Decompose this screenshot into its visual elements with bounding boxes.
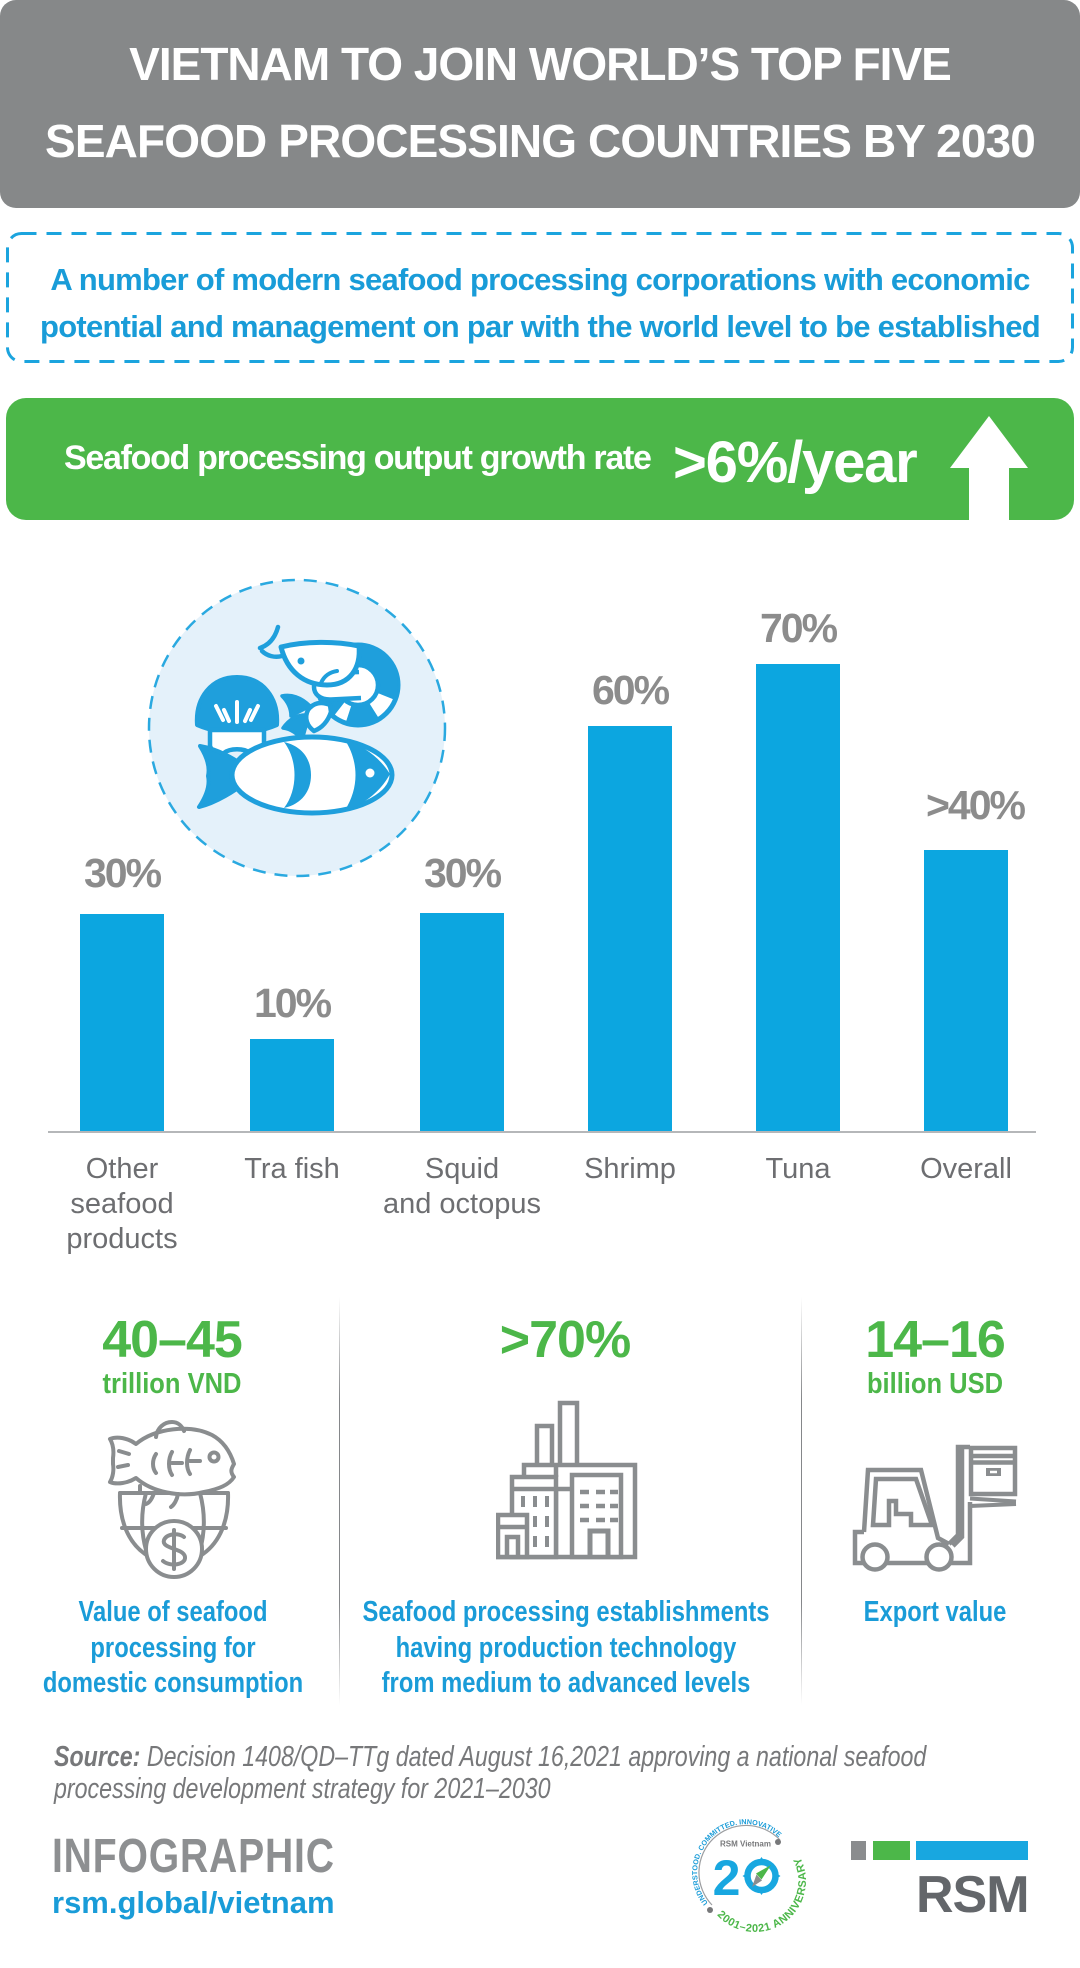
svg-text:2: 2 <box>713 1850 741 1906</box>
svg-text:RSM Vietnam: RSM Vietnam <box>720 1840 771 1849</box>
